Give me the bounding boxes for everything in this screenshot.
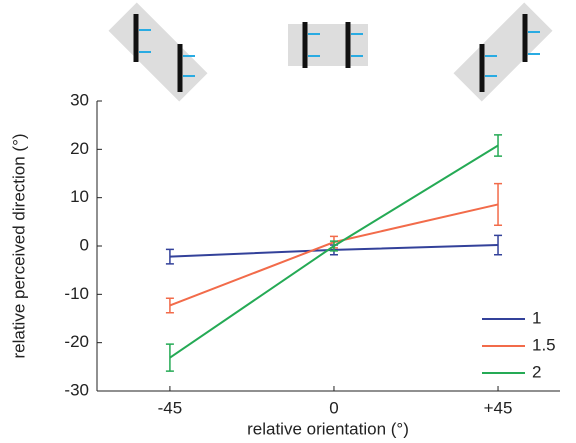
error-bar — [494, 134, 503, 157]
x-axis-label: relative orientation (°) — [247, 419, 409, 438]
y-tick-label: 30 — [70, 90, 89, 109]
x-tick-label: -45 — [158, 398, 183, 417]
x-tick-label: 0 — [329, 398, 338, 417]
error-bar — [494, 182, 503, 226]
error-bar — [494, 234, 503, 256]
error-bar — [165, 248, 174, 265]
y-tick-label: 10 — [70, 187, 89, 206]
y-tick-label: 0 — [80, 235, 89, 254]
stimulus-icons — [108, 2, 553, 102]
y-tick-label: -30 — [64, 380, 89, 399]
error-bar — [165, 297, 174, 314]
y-tick-label: -10 — [64, 284, 89, 303]
legend-label: 2 — [532, 362, 541, 381]
error-bar — [165, 343, 174, 372]
legend-label: 1.5 — [532, 335, 556, 354]
legend-label: 1 — [532, 308, 541, 327]
error-bar — [329, 240, 338, 252]
y-axis-label: relative perceived direction (°) — [9, 133, 28, 358]
x-tick-label: +45 — [484, 398, 513, 417]
y-tick-label: 20 — [70, 139, 89, 158]
y-tick-label: -20 — [64, 332, 89, 351]
